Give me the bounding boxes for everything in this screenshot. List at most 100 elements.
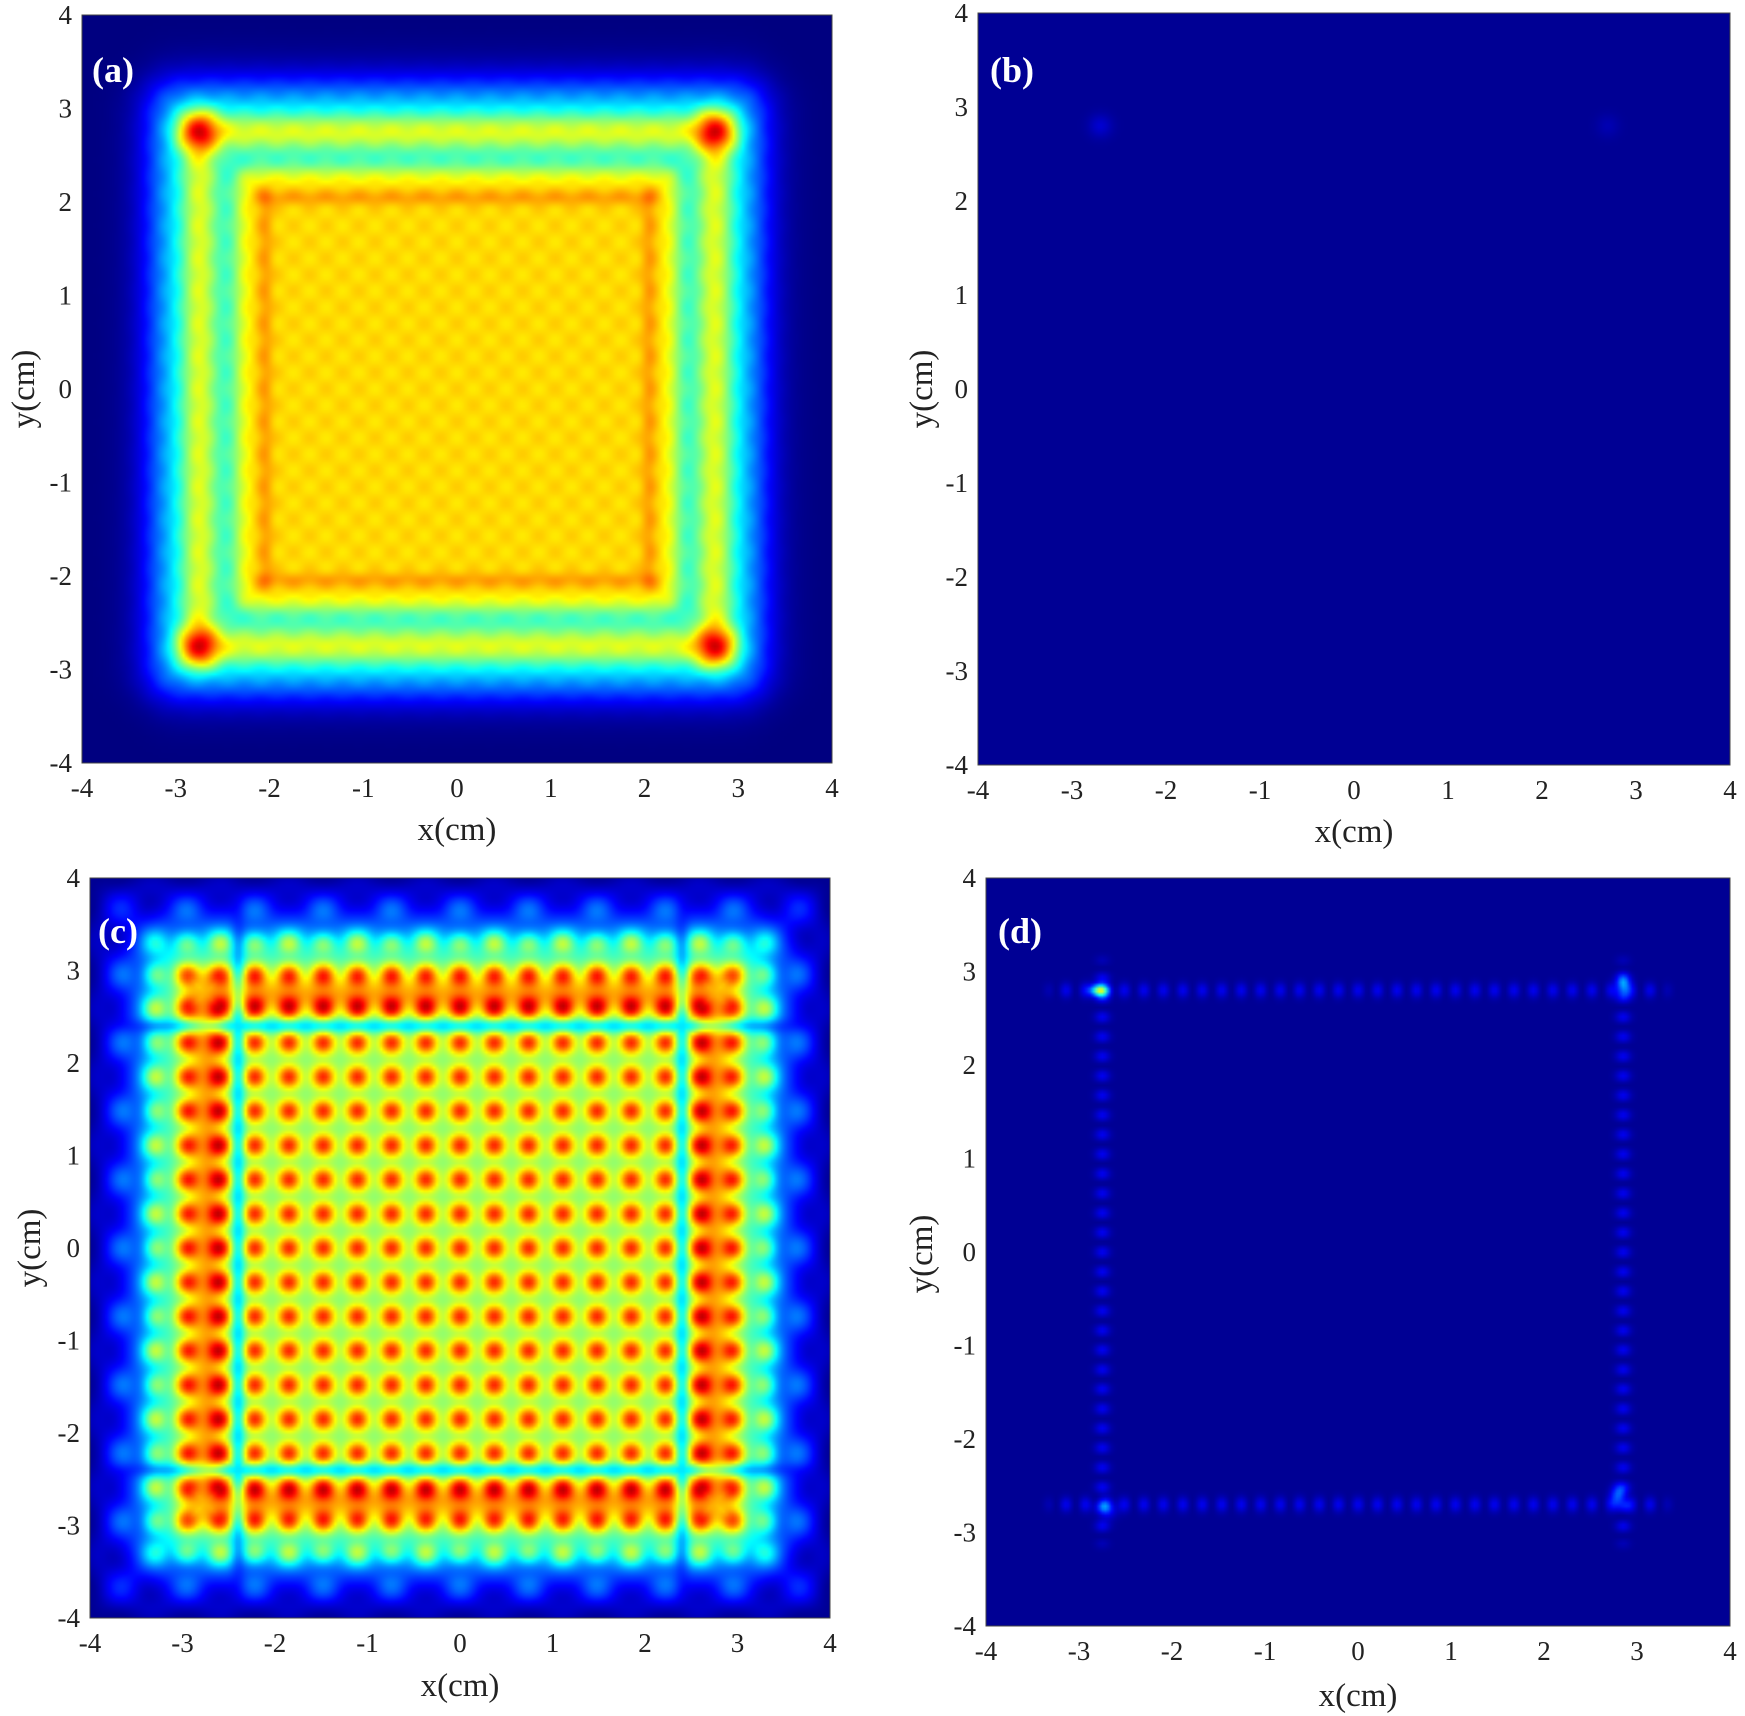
y-tick-label: 3 bbox=[955, 92, 969, 122]
x-tick-label: -2 bbox=[258, 773, 281, 803]
y-tick-label: 4 bbox=[59, 0, 73, 30]
x-tick-label: -1 bbox=[352, 773, 375, 803]
x-axis-label-a: x(cm) bbox=[418, 812, 497, 848]
x-tick-label: -3 bbox=[171, 1628, 194, 1658]
x-tick-label: 2 bbox=[638, 773, 652, 803]
heatmap-image-d bbox=[986, 878, 1730, 1626]
x-tick-label: -4 bbox=[79, 1628, 102, 1658]
y-tick-label: -3 bbox=[50, 655, 73, 685]
y-tick-label: -1 bbox=[946, 468, 969, 498]
x-tick-labels-d: -4 -3 -2 -1 0 1 2 3 4 bbox=[975, 1636, 1738, 1666]
y-tick-label: 3 bbox=[59, 94, 73, 124]
y-tick-label: -2 bbox=[954, 1424, 977, 1454]
y-tick-labels-b: 4 3 2 1 0 -1 -2 -3 -4 bbox=[946, 0, 969, 780]
x-tick-label: -4 bbox=[71, 773, 94, 803]
y-tick-label: 2 bbox=[67, 1048, 81, 1078]
chart-panel-b: (b) -4 -3 -2 -1 0 1 2 3 4 4 3 2 1 0 -1 -2 -3 -4 x(cm) y(… bbox=[904, 0, 1738, 850]
x-tick-label: -4 bbox=[975, 1636, 998, 1666]
y-tick-label: -4 bbox=[58, 1603, 81, 1633]
x-tick-label: -1 bbox=[1254, 1636, 1277, 1666]
x-tick-label: -2 bbox=[264, 1628, 287, 1658]
y-tick-label: 3 bbox=[963, 957, 977, 987]
panel-b: (b) -4 -3 -2 -1 0 1 2 3 4 4 3 2 1 0 -1 -2 -3 -4 x(cm) y(… bbox=[886, 0, 1745, 850]
y-tick-label: 1 bbox=[955, 280, 969, 310]
heatmap-image-b bbox=[978, 13, 1730, 765]
x-tick-label: 3 bbox=[1630, 1636, 1644, 1666]
y-tick-label: 1 bbox=[59, 281, 73, 311]
x-tick-label: -2 bbox=[1161, 1636, 1184, 1666]
x-tick-label: 2 bbox=[638, 1628, 652, 1658]
x-tick-label: 0 bbox=[1351, 1636, 1365, 1666]
y-tick-labels-c: 4 3 2 1 0 -1 -2 -3 -4 bbox=[58, 863, 81, 1633]
y-tick-label: -1 bbox=[50, 468, 73, 498]
y-tick-label: 4 bbox=[955, 0, 969, 28]
panel-label-a: (a) bbox=[92, 50, 134, 90]
y-tick-label: -1 bbox=[58, 1326, 81, 1356]
x-tick-label: 3 bbox=[732, 773, 746, 803]
x-tick-label: 2 bbox=[1537, 1636, 1551, 1666]
x-tick-labels-c: -4 -3 -2 -1 0 1 2 3 4 bbox=[79, 1628, 838, 1658]
panel-label-d: (d) bbox=[998, 911, 1042, 951]
y-tick-label: -3 bbox=[946, 656, 969, 686]
y-axis-label-b: y(cm) bbox=[904, 350, 940, 429]
y-tick-label: 2 bbox=[59, 187, 73, 217]
x-tick-label: 0 bbox=[453, 1628, 467, 1658]
x-tick-label: -1 bbox=[1249, 775, 1272, 805]
y-tick-label: -3 bbox=[58, 1511, 81, 1541]
x-tick-label: 3 bbox=[731, 1628, 745, 1658]
y-axis-label-a: y(cm) bbox=[6, 350, 42, 429]
x-tick-labels-b: -4 -3 -2 -1 0 1 2 3 4 bbox=[967, 775, 1738, 805]
y-tick-label: -4 bbox=[50, 748, 73, 778]
panel-c: (c) -4 -3 -2 -1 0 1 2 3 4 4 3 2 1 0 -1 -2 -3 -4 x(cm) y(… bbox=[0, 860, 860, 1716]
y-tick-label: 0 bbox=[67, 1233, 81, 1263]
x-tick-label: -4 bbox=[967, 775, 990, 805]
y-tick-label: 0 bbox=[963, 1237, 977, 1267]
heatmap-image-a bbox=[82, 15, 832, 763]
x-axis-label-d: x(cm) bbox=[1319, 1678, 1398, 1714]
y-tick-label: -3 bbox=[954, 1518, 977, 1548]
y-axis-label-c: y(cm) bbox=[12, 1209, 48, 1288]
y-tick-label: -4 bbox=[946, 750, 969, 780]
y-tick-label: -1 bbox=[954, 1331, 977, 1361]
y-tick-label: -2 bbox=[50, 561, 73, 591]
panel-label-c: (c) bbox=[98, 911, 138, 951]
y-tick-label: 4 bbox=[67, 863, 81, 893]
y-tick-label: 0 bbox=[59, 374, 73, 404]
y-tick-label: 1 bbox=[963, 1144, 977, 1174]
panel-d: (d) -4 -3 -2 -1 0 1 2 3 4 4 3 2 1 0 -1 -2 -3 -4 x(cm) y(… bbox=[886, 860, 1745, 1716]
x-tick-label: -2 bbox=[1155, 775, 1178, 805]
x-tick-label: 2 bbox=[1535, 775, 1549, 805]
heatmap-image-c bbox=[90, 878, 830, 1618]
chart-panel-d: (d) -4 -3 -2 -1 0 1 2 3 4 4 3 2 1 0 -1 -2 -3 -4 x(cm) y(… bbox=[904, 863, 1738, 1714]
chart-panel-c: (c) -4 -3 -2 -1 0 1 2 3 4 4 3 2 1 0 -1 -2 -3 -4 x(cm) y(… bbox=[12, 863, 838, 1704]
x-tick-label: -3 bbox=[1068, 1636, 1091, 1666]
x-tick-label: -3 bbox=[165, 773, 188, 803]
x-tick-label: 1 bbox=[1441, 775, 1455, 805]
x-tick-label: 0 bbox=[1347, 775, 1361, 805]
x-tick-label: 4 bbox=[1723, 775, 1737, 805]
y-tick-label: 3 bbox=[67, 956, 81, 986]
x-tick-label: 1 bbox=[1444, 1636, 1458, 1666]
y-tick-label: -2 bbox=[946, 562, 969, 592]
x-tick-label: 4 bbox=[825, 773, 839, 803]
x-tick-label: -1 bbox=[356, 1628, 379, 1658]
x-tick-label: 1 bbox=[544, 773, 558, 803]
chart-panel-a: (a) -4 -3 -2 -1 0 1 2 3 4 4 3 2 1 0 -1 -2 -3 -4 x(cm) y(… bbox=[6, 0, 840, 848]
y-tick-label: 2 bbox=[963, 1050, 977, 1080]
x-axis-label-c: x(cm) bbox=[421, 1668, 500, 1704]
x-tick-label: 1 bbox=[546, 1628, 560, 1658]
y-tick-labels-d: 4 3 2 1 0 -1 -2 -3 -4 bbox=[954, 863, 977, 1641]
y-tick-label: 0 bbox=[955, 374, 969, 404]
y-tick-label: 1 bbox=[67, 1141, 81, 1171]
x-axis-label-b: x(cm) bbox=[1315, 814, 1394, 850]
panel-label-b: (b) bbox=[990, 50, 1034, 90]
y-tick-label: 2 bbox=[955, 186, 969, 216]
x-tick-label: 0 bbox=[450, 773, 464, 803]
y-tick-label: 4 bbox=[963, 863, 977, 893]
x-tick-labels-a: -4 -3 -2 -1 0 1 2 3 4 bbox=[71, 773, 840, 803]
x-tick-label: 4 bbox=[823, 1628, 837, 1658]
y-tick-label: -2 bbox=[58, 1418, 81, 1448]
x-tick-label: 4 bbox=[1723, 1636, 1737, 1666]
x-tick-label: 3 bbox=[1629, 775, 1643, 805]
x-tick-label: -3 bbox=[1061, 775, 1084, 805]
